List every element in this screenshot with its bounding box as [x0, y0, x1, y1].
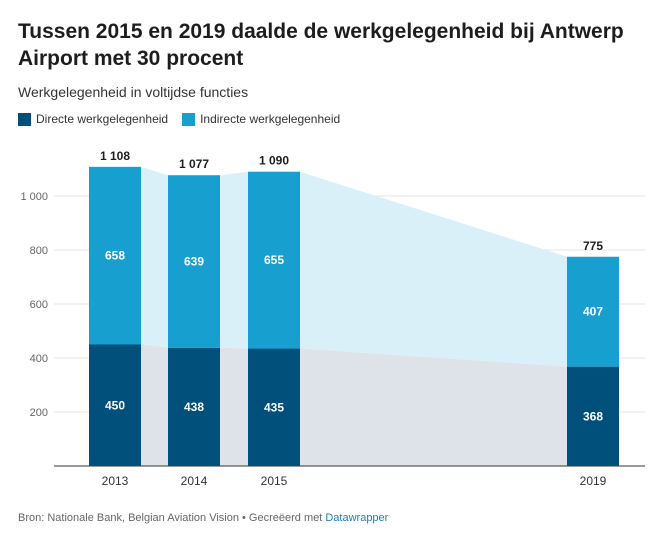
total-label-2013: 1 108 — [100, 149, 130, 163]
data-label-indirect-2019: 407 — [583, 305, 603, 319]
chart-subtitle: Werkgelegenheid in voltijdse functies — [18, 84, 249, 100]
total-label-2019: 775 — [583, 239, 603, 253]
x-tick-label-2014: 2014 — [181, 474, 208, 488]
x-tick-label-2015: 2015 — [261, 474, 288, 488]
total-label-2014: 1 077 — [179, 157, 209, 171]
bar-direct-2015 — [248, 348, 300, 466]
bar-direct-2013 — [89, 344, 141, 466]
y-tick-label-400: 400 — [30, 353, 48, 365]
bar-direct-2014 — [168, 347, 220, 466]
x-tick-label-2013: 2013 — [102, 474, 129, 488]
chart-title: Tussen 2015 en 2019 daalde de werkgelege… — [18, 20, 624, 70]
bar-indirect-2014 — [168, 175, 220, 348]
total-label-2015: 1 090 — [259, 154, 289, 168]
bar-direct-2019 — [567, 366, 619, 466]
y-tick-label-600: 600 — [30, 299, 48, 311]
legend-item-direct: Directe werkgelegenheid — [18, 112, 168, 126]
footer: Bron: Nationale Bank, Belgian Aviation V… — [18, 512, 388, 524]
data-label-direct-2014: 438 — [184, 400, 204, 414]
bar-indirect-2019 — [567, 256, 619, 367]
legend-swatch-direct — [18, 112, 31, 126]
connector-indirect-1 — [220, 171, 248, 349]
legend-label-indirect: Indirecte werkgelegenheid — [200, 112, 341, 126]
legend: Directe werkgelegenheid Indirecte werkge… — [18, 112, 340, 126]
bar-indirect-2015 — [248, 171, 300, 349]
y-tick-label-1000: 1 000 — [20, 191, 48, 203]
data-label-direct-2013: 450 — [105, 398, 125, 412]
legend-swatch-indirect — [182, 112, 196, 126]
connector-direct-1 — [220, 347, 248, 466]
y-tick-label-200: 200 — [30, 407, 48, 419]
connector-indirect-2 — [300, 171, 567, 367]
data-label-direct-2019: 368 — [583, 409, 603, 423]
y-tick-label-800: 800 — [30, 245, 48, 257]
data-label-indirect-2014: 639 — [184, 254, 204, 268]
legend-item-indirect: Indirecte werkgelegenheid — [182, 112, 340, 126]
connector-direct-0 — [141, 344, 168, 466]
footer-source: Bron: Nationale Bank, Belgian Aviation V… — [18, 512, 326, 524]
connector-direct-2 — [300, 348, 567, 466]
data-label-direct-2015: 435 — [264, 400, 284, 414]
connector-indirect-0 — [141, 166, 168, 348]
x-tick-label-2019: 2019 — [580, 474, 607, 488]
stacked-bar-chart: 200 400 600 800 1 000 450 658 1 108 2013 438 639 1 … — [20, 149, 645, 488]
footer-tool-link[interactable]: Datawrapper — [325, 512, 389, 524]
data-label-indirect-2015: 655 — [264, 253, 284, 267]
bar-indirect-2013 — [89, 166, 141, 345]
data-label-indirect-2013: 658 — [105, 249, 125, 263]
legend-label-direct: Directe werkgelegenheid — [36, 112, 169, 126]
